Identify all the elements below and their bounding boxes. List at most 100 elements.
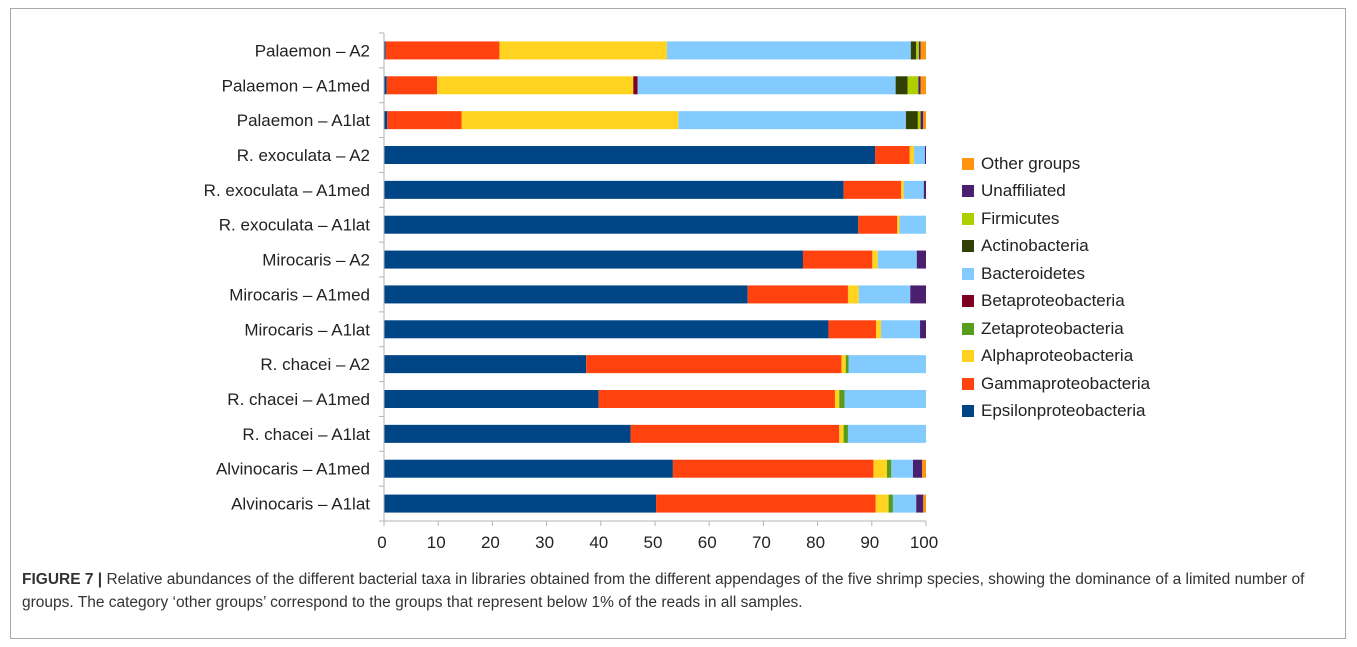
category-label-palaemon-a2: Palaemon – A2 <box>255 41 370 60</box>
x-tick-label-60: 60 <box>698 533 717 552</box>
x-tick-label-20: 20 <box>481 533 500 552</box>
bar-segment-palaemon-a2-firmicutes <box>916 41 919 60</box>
bar-segment-alvinocaris-a1lat-other-groups <box>923 494 926 513</box>
bar-segment-palaemon-a1med-firmicutes <box>907 76 919 95</box>
legend-swatch-zetaproteobacteria <box>962 322 974 335</box>
legend-swatch-epsilonproteobacteria <box>962 405 974 418</box>
bar-segment-alvinocaris-a1med-unaffiliated <box>912 459 923 478</box>
category-label-mirocaris-a1med: Mirocaris – A1med <box>229 285 370 304</box>
bar-segment-palaemon-a1lat-unaffiliated <box>920 111 924 130</box>
bar-segment-palaemon-a1med-alphaproteobacteria <box>437 76 634 95</box>
bar-segment-alvinocaris-a1lat-bacteroidetes <box>892 494 917 513</box>
x-tick-label-30: 30 <box>535 533 554 552</box>
legend-swatch-unaffiliated <box>962 185 974 198</box>
category-label-r-chacei-a1med: R. chacei – A1med <box>227 390 370 409</box>
legend-item-actinobacteria: Actinobacteria <box>962 233 1150 261</box>
legend-label-other-groups: Other groups <box>981 153 1081 173</box>
bar-segment-palaemon-a1med-epsilonproteobacteria <box>384 76 387 95</box>
x-tick-label-50: 50 <box>644 533 663 552</box>
x-axis: 0 10 20 30 40 50 60 70 80 90 100 <box>377 32 938 552</box>
category-label-r-exoculata-a2: R. exoculata – A2 <box>237 146 370 165</box>
legend-swatch-gammaproteobacteria <box>962 377 974 390</box>
bar-segment-palaemon-a2-other-groups <box>920 41 926 60</box>
legend-item-epsilonproteobacteria: Epsilonproteobacteria <box>962 398 1150 426</box>
bar-segment-r-chacei-a1lat-zetaproteobacteria <box>843 424 848 443</box>
bar-segment-r-exoculata-a1med-bacteroidetes <box>903 180 924 199</box>
bar-segment-mirocaris-a1med-unaffiliated <box>910 285 926 304</box>
x-tick-label-10: 10 <box>427 533 446 552</box>
x-tick-label-100: 100 <box>910 533 938 552</box>
category-label-mirocaris-a2: Mirocaris – A2 <box>262 251 370 270</box>
bar-segment-r-exoculata-a1med-gammaproteobacteria <box>843 180 902 199</box>
legend-label-betaproteobacteria: Betaproteobacteria <box>981 291 1125 311</box>
bar-segment-r-chacei-a1med-zetaproteobacteria <box>839 390 845 408</box>
bar-segment-mirocaris-a1med-gammaproteobacteria <box>747 285 848 304</box>
bar-segment-mirocaris-a2-epsilonproteobacteria <box>384 250 803 269</box>
bar-segment-mirocaris-a2-unaffiliated <box>916 250 926 269</box>
bar-segment-mirocaris-a2-gammaproteobacteria <box>802 250 873 269</box>
legend-item-betaproteobacteria: Betaproteobacteria <box>962 288 1150 316</box>
bar-segment-r-exoculata-a1lat-bacteroidetes <box>899 215 926 234</box>
bar-segment-alvinocaris-a1med-other-groups <box>922 459 926 478</box>
bar-segment-r-chacei-a2-bacteroidetes <box>848 355 926 374</box>
bar-segment-palaemon-a2-unaffiliated <box>918 41 921 60</box>
bar-segment-r-exoculata-a1lat-epsilonproteobacteria <box>384 215 859 234</box>
bar-segment-mirocaris-a1med-bacteroidetes <box>858 285 911 304</box>
bar-segment-r-chacei-a1med-epsilonproteobacteria <box>384 390 599 408</box>
bar-segment-palaemon-a1lat-bacteroidetes <box>678 111 906 130</box>
category-label-r-exoculata-a1lat: R. exoculata – A1lat <box>219 216 370 235</box>
bar-segment-alvinocaris-a1med-bacteroidetes <box>891 459 913 478</box>
bar-segment-r-chacei-a1lat-gammaproteobacteria <box>630 424 840 443</box>
bar-segment-r-exoculata-a2-alphaproteobacteria <box>909 146 915 164</box>
bar-segment-palaemon-a1lat-actinobacteria <box>905 111 918 130</box>
bar-segment-r-chacei-a2-zetaproteobacteria <box>845 355 849 374</box>
category-label-palaemon-a1lat: Palaemon – A1lat <box>237 111 371 130</box>
bar-segment-palaemon-a1lat-gammaproteobacteria <box>387 111 462 130</box>
legend-item-gammaproteobacteria: Gammaproteobacteria <box>962 370 1150 398</box>
legend-label-actinobacteria: Actinobacteria <box>981 236 1089 256</box>
bar-segment-palaemon-a1lat-firmicutes <box>917 111 921 130</box>
bar-segment-r-exoculata-a1lat-gammaproteobacteria <box>858 215 898 234</box>
bar-segment-r-exoculata-a1lat-alphaproteobacteria <box>897 215 900 234</box>
bar-segment-r-chacei-a2-gammaproteobacteria <box>586 355 842 374</box>
x-tick-label-80: 80 <box>806 533 825 552</box>
bar-segment-alvinocaris-a1lat-unaffiliated <box>916 494 924 513</box>
legend-label-unaffiliated: Unaffiliated <box>981 181 1066 201</box>
legend: Other groups Unaffiliated Firmicutes Actino… <box>962 150 1150 425</box>
bar-segment-alvinocaris-a1med-alphaproteobacteria <box>873 459 887 478</box>
bar-segment-r-chacei-a2-alphaproteobacteria <box>841 355 846 374</box>
category-label-mirocaris-a1lat: Mirocaris – A1lat <box>244 320 370 339</box>
bar-segment-palaemon-a2-gammaproteobacteria <box>385 41 500 60</box>
legend-label-gammaproteobacteria: Gammaproteobacteria <box>981 373 1151 393</box>
bar-segment-r-chacei-a1med-gammaproteobacteria <box>598 390 835 408</box>
legend-item-bacteroidetes: Bacteroidetes <box>962 260 1150 288</box>
bar-segment-alvinocaris-a1lat-gammaproteobacteria <box>656 494 876 513</box>
x-tick-label-40: 40 <box>589 533 608 552</box>
bar-segment-r-exoculata-a1med-alphaproteobacteria <box>901 180 904 199</box>
bar-segment-palaemon-a1lat-epsilonproteobacteria <box>384 111 388 130</box>
x-tick-label-90: 90 <box>860 533 879 552</box>
bar-segment-palaemon-a1med-bacteroidetes <box>637 76 896 95</box>
bar-segment-r-chacei-a2-epsilonproteobacteria <box>384 355 587 374</box>
bar-segment-mirocaris-a2-alphaproteobacteria <box>872 250 878 269</box>
category-label-alvinocaris-a1med: Alvinocaris – A1med <box>216 460 370 479</box>
category-label-r-exoculata-a1med: R. exoculata – A1med <box>204 181 370 200</box>
legend-swatch-bacteroidetes <box>962 267 974 280</box>
category-label-r-chacei-a1lat: R. chacei – A1lat <box>242 425 370 444</box>
bar-segment-r-exoculata-a2-epsilonproteobacteria <box>384 146 876 164</box>
bar-segment-r-chacei-a1med-bacteroidetes <box>844 390 926 408</box>
bar-segment-mirocaris-a1lat-alphaproteobacteria <box>876 320 882 339</box>
legend-label-zetaproteobacteria: Zetaproteobacteria <box>981 318 1124 338</box>
bar-segment-r-chacei-a1lat-epsilonproteobacteria <box>384 424 631 443</box>
legend-label-bacteroidetes: Bacteroidetes <box>981 263 1085 283</box>
bar-segment-mirocaris-a1med-alphaproteobacteria <box>847 285 859 304</box>
bar-segment-palaemon-a1med-actinobacteria <box>895 76 908 95</box>
bar-segment-alvinocaris-a1lat-epsilonproteobacteria <box>384 494 657 513</box>
bar-segment-mirocaris-a1lat-gammaproteobacteria <box>828 320 877 339</box>
bar-segment-palaemon-a2-alphaproteobacteria <box>499 41 667 60</box>
bar-segment-palaemon-a2-bacteroidetes <box>666 41 911 60</box>
category-labels: Palaemon – A2 Palaemon – A1med Palaemon – … <box>204 41 371 513</box>
legend-swatch-firmicutes <box>962 212 974 225</box>
legend-item-firmicutes: Firmicutes <box>962 205 1150 233</box>
